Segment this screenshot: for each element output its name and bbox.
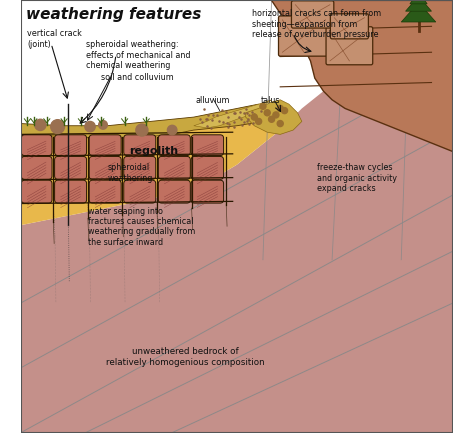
FancyBboxPatch shape	[330, 15, 368, 40]
Circle shape	[264, 111, 270, 116]
FancyBboxPatch shape	[21, 181, 52, 204]
FancyBboxPatch shape	[158, 157, 191, 180]
FancyBboxPatch shape	[158, 181, 191, 204]
Circle shape	[136, 125, 148, 137]
Circle shape	[255, 119, 262, 125]
FancyBboxPatch shape	[21, 135, 52, 156]
Circle shape	[251, 115, 257, 121]
FancyBboxPatch shape	[55, 181, 87, 204]
Polygon shape	[21, 1, 259, 139]
Text: talus: talus	[261, 95, 280, 104]
FancyBboxPatch shape	[124, 157, 156, 180]
Text: regolith: regolith	[129, 146, 178, 156]
Circle shape	[269, 117, 274, 123]
Polygon shape	[406, 0, 431, 12]
Text: spheroidal weathering:
effects of mechanical and
chemical weathering: spheroidal weathering: effects of mechan…	[86, 40, 190, 70]
FancyBboxPatch shape	[55, 135, 87, 156]
FancyBboxPatch shape	[55, 157, 87, 180]
Circle shape	[51, 120, 64, 134]
Circle shape	[260, 104, 266, 110]
FancyBboxPatch shape	[292, 2, 334, 29]
FancyBboxPatch shape	[89, 181, 121, 204]
FancyBboxPatch shape	[124, 135, 156, 156]
FancyBboxPatch shape	[124, 181, 156, 204]
Circle shape	[273, 113, 279, 118]
Polygon shape	[246, 101, 302, 135]
Text: soil and colluvium: soil and colluvium	[101, 72, 173, 82]
Polygon shape	[194, 101, 272, 128]
Polygon shape	[21, 1, 453, 433]
Circle shape	[85, 122, 95, 132]
Text: weathering features: weathering features	[26, 7, 201, 22]
Polygon shape	[21, 1, 453, 433]
Circle shape	[35, 120, 46, 131]
FancyBboxPatch shape	[21, 157, 52, 180]
Polygon shape	[401, 3, 436, 23]
Polygon shape	[410, 0, 427, 5]
Text: freeze-thaw cycles
and organic activity
expand cracks: freeze-thaw cycles and organic activity …	[317, 163, 397, 193]
Circle shape	[277, 121, 283, 127]
Text: water seaping into
fractures causes chemical
weathering gradually from
the surfa: water seaping into fractures causes chem…	[88, 206, 195, 247]
Circle shape	[99, 121, 107, 130]
FancyBboxPatch shape	[191, 181, 224, 204]
FancyBboxPatch shape	[89, 135, 121, 156]
Text: vertical crack
(joint): vertical crack (joint)	[27, 30, 82, 49]
Text: unweathered bedrock of
relatively homogenious composition: unweathered bedrock of relatively homoge…	[106, 346, 264, 366]
Circle shape	[282, 108, 288, 115]
FancyBboxPatch shape	[191, 157, 224, 180]
FancyBboxPatch shape	[326, 28, 373, 66]
FancyBboxPatch shape	[279, 17, 329, 57]
FancyBboxPatch shape	[191, 135, 224, 156]
FancyBboxPatch shape	[158, 135, 191, 156]
Text: alluvium: alluvium	[196, 96, 230, 105]
Text: spheroidal
weathering: spheroidal weathering	[107, 163, 153, 182]
Circle shape	[167, 126, 177, 135]
FancyBboxPatch shape	[89, 157, 121, 180]
Polygon shape	[272, 1, 453, 152]
Polygon shape	[21, 1, 280, 226]
Circle shape	[277, 106, 283, 112]
Text: horizontal cracks can form from
sheeting—expansion from
release of overburden pr: horizontal cracks can form from sheeting…	[252, 9, 382, 39]
